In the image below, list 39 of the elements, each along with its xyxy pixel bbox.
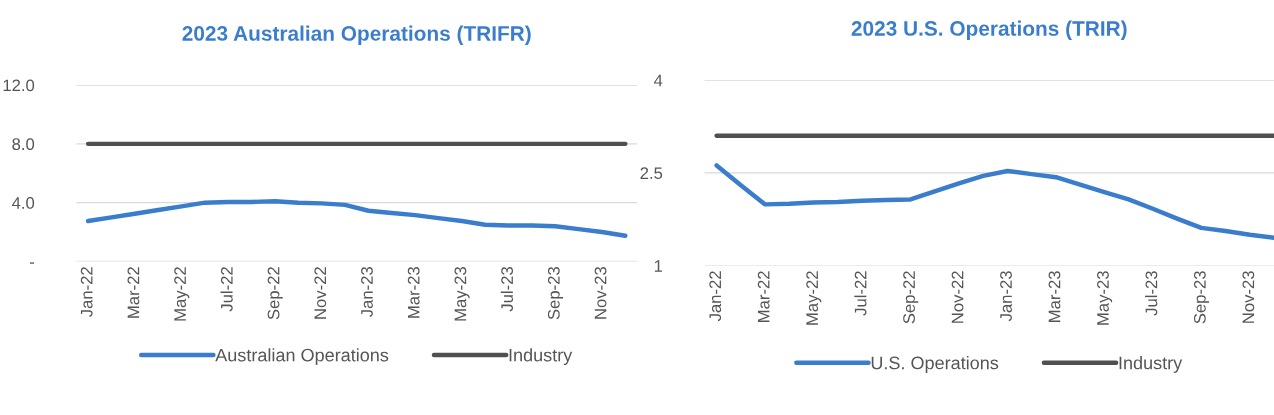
x-tick-label: Mar-22 — [757, 271, 770, 322]
legend-label: Industry — [1119, 356, 1183, 373]
x-tick-label: May-23 — [1097, 271, 1113, 325]
x-tick-label: Mar-23 — [1048, 271, 1061, 322]
x-tick-label: Nov-22 — [951, 271, 964, 323]
x-tick-label: Jan-22 — [709, 271, 722, 322]
x-tick-label: Sep-23 — [1193, 271, 1210, 324]
line-series — [85, 198, 628, 238]
x-tick-label: Jul-23 — [500, 267, 514, 312]
x-tick-label: Nov-23 — [1242, 271, 1255, 323]
legend-label: U.S. Operations — [871, 356, 999, 373]
x-tick-label: Mar-22 — [127, 267, 140, 318]
x-tick-label: Nov-23 — [594, 267, 607, 319]
x-tick-label: Jan-22 — [80, 267, 93, 318]
legend-label: Industry — [509, 348, 573, 366]
x-tick-label: Jul-22 — [220, 267, 233, 312]
x-tick-label: Sep-22 — [267, 267, 283, 320]
x-tick-label: Sep-22 — [903, 271, 919, 324]
y-tick-label: - — [29, 262, 35, 264]
y-tick-label: 1 — [654, 260, 663, 272]
y-tick-label: 4 — [653, 74, 663, 87]
y-tick-label: 12.0 — [3, 79, 35, 92]
x-tick-label: May-22 — [174, 267, 190, 321]
x-tick-label: May-23 — [454, 267, 470, 321]
y-tick-label: 2.5 — [640, 167, 663, 180]
y-tick-label: 4.0 — [11, 197, 35, 209]
x-tick-label: Jan-23 — [361, 267, 373, 318]
x-tick-label: Sep-23 — [547, 267, 564, 320]
x-tick-label: Jul-23 — [1145, 271, 1158, 316]
chart-title: 2023 Australian Operations (TRIFR) — [182, 25, 531, 45]
line-series — [714, 163, 1274, 240]
x-tick-label: Mar-23 — [407, 267, 420, 318]
x-tick-label: May-22 — [806, 271, 822, 325]
x-tick-label: Jan-23 — [1000, 271, 1012, 322]
legend-label: Australian Operations — [215, 348, 389, 366]
y-tick-label: 8.0 — [12, 138, 35, 151]
x-tick-label: Jul-22 — [854, 271, 867, 316]
x-tick-label: Nov-22 — [314, 267, 327, 319]
chart-title: 2023 U.S. Operations (TRIR) — [851, 20, 1127, 40]
